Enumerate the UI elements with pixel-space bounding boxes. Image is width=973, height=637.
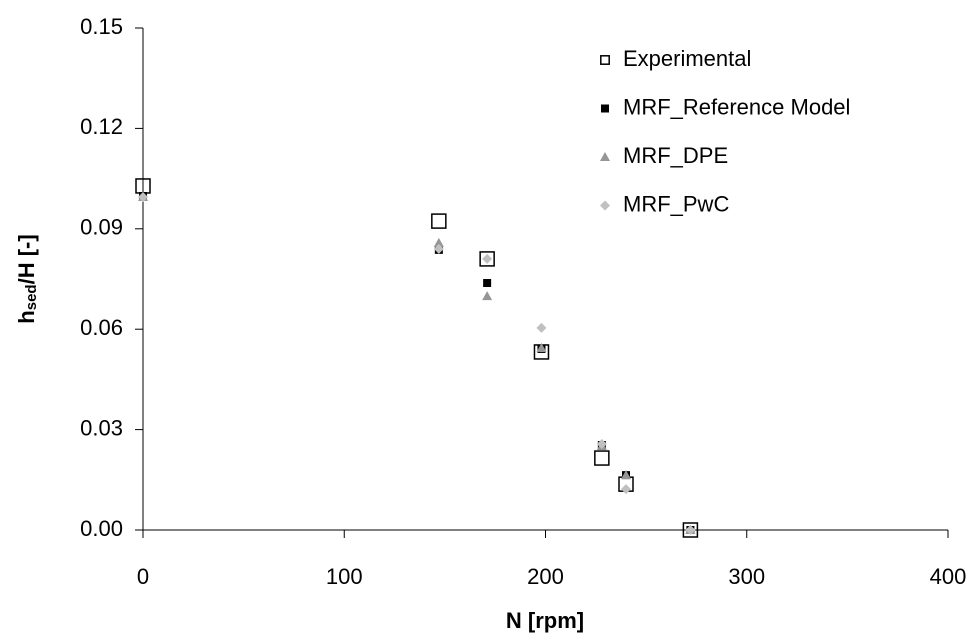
x-axis-label: N [rpm] <box>506 608 584 633</box>
data-point <box>536 322 547 333</box>
y-axis-label: hsed/H [-] <box>14 234 40 323</box>
x-tick-label: 0 <box>137 564 149 589</box>
data-point <box>483 279 492 288</box>
data-point <box>482 291 493 301</box>
y-tick-label: 0.06 <box>80 315 123 340</box>
y-label-main: h <box>14 310 39 323</box>
data-point <box>536 342 547 352</box>
y-tick-label: 0.09 <box>80 215 123 240</box>
legend-label: MRF_PwC <box>623 191 729 216</box>
data-point <box>594 450 610 466</box>
y-tick-label: 0.15 <box>80 14 123 39</box>
y-label-sub: sed <box>23 284 40 310</box>
data-point <box>596 438 607 449</box>
legend-marker <box>600 200 610 211</box>
data-point <box>621 484 631 495</box>
legend-marker <box>600 55 610 65</box>
data-point <box>621 470 631 480</box>
legend-marker <box>601 104 609 113</box>
x-tick-label: 100 <box>326 564 363 589</box>
data-point <box>433 237 444 247</box>
data-point <box>482 253 493 264</box>
legend-marker <box>600 152 610 161</box>
y-tick-label: 0.12 <box>80 114 123 139</box>
legend-label: MRF_Reference Model <box>623 94 850 119</box>
data-point <box>479 251 495 267</box>
y-tick-label: 0.00 <box>80 516 123 541</box>
data-point <box>682 522 699 538</box>
data-point <box>685 525 696 535</box>
x-tick-label: 300 <box>728 564 765 589</box>
x-tick-label: 200 <box>527 564 564 589</box>
legend-label: MRF_DPE <box>623 143 728 168</box>
data-point <box>138 192 148 203</box>
legend-label: Experimental <box>623 46 751 71</box>
data-point <box>431 213 447 229</box>
x-tick-label: 400 <box>930 564 967 589</box>
y-label-rest: /H [-] <box>14 234 39 284</box>
data-point <box>433 243 444 254</box>
y-tick-label: 0.03 <box>80 415 123 440</box>
